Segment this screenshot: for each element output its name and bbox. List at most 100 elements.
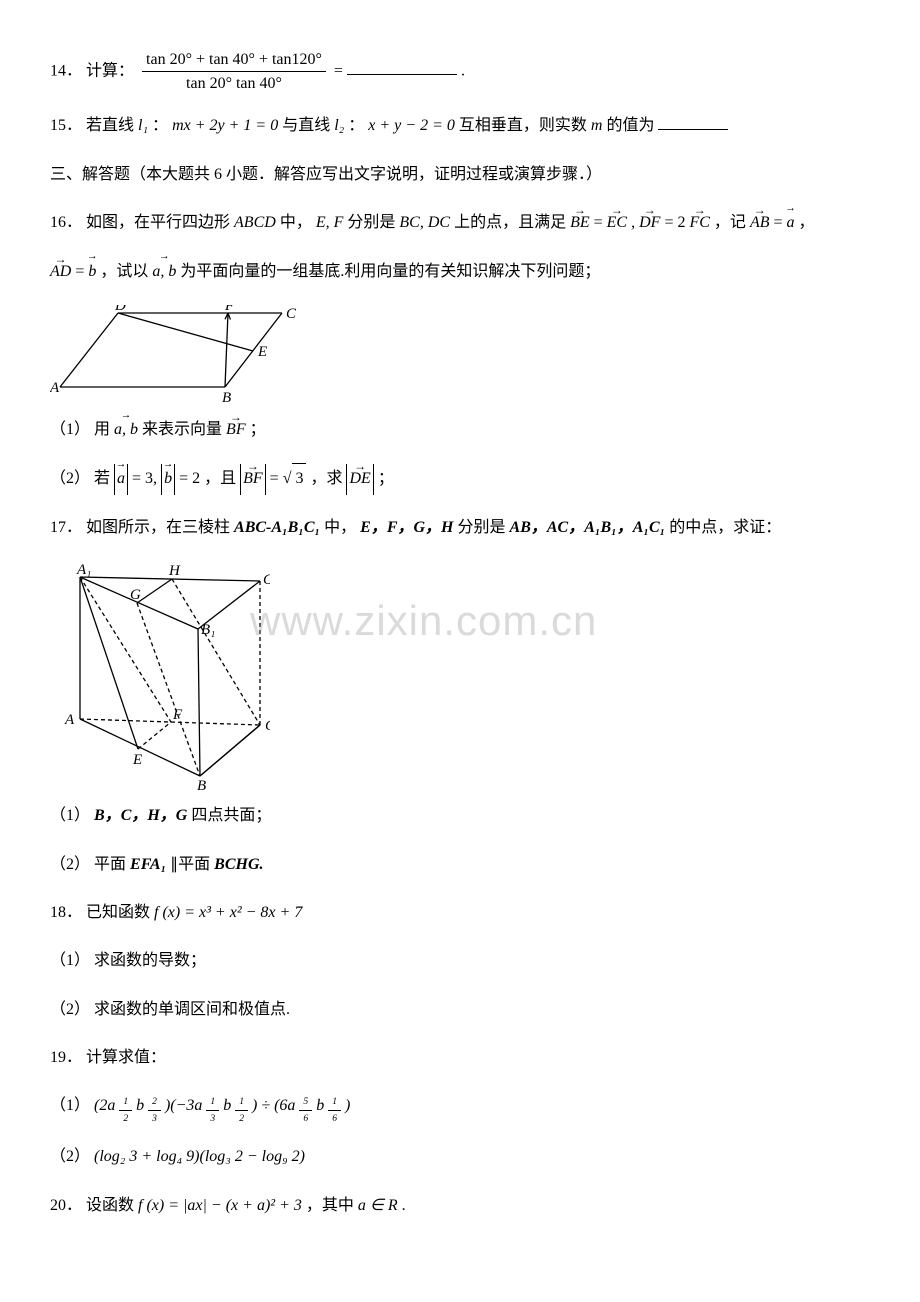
q17-figure: A₁B₁C₁ABCGHEF bbox=[50, 561, 870, 791]
q20-c: . bbox=[402, 1197, 406, 1214]
q16-p2-abs-de: DE bbox=[346, 464, 373, 494]
q17-ablist: AB，AC，A₁B₁，A₁C₁ bbox=[510, 519, 666, 536]
svg-text:F: F bbox=[172, 707, 183, 723]
q16-bcdc: BC, DC bbox=[399, 214, 450, 231]
q16-fc: FC bbox=[689, 208, 709, 238]
q16-ec: EC bbox=[607, 208, 627, 238]
sqrt-icon bbox=[283, 470, 292, 487]
q17-p2-a: 平面 bbox=[94, 856, 126, 873]
q16-p2-c: ，求 bbox=[310, 470, 342, 487]
q17-fig-container: A₁B₁C₁ABCGHEF www.zixin.com.cn bbox=[50, 561, 870, 791]
q16-c: 分别是 bbox=[347, 214, 395, 231]
q20-ain: a ∈ R bbox=[358, 1197, 398, 1214]
q17-part2: （2） 平面 EFA₁ ∥平面 BCHG. bbox=[50, 850, 870, 880]
q16-p1-a: 用 bbox=[94, 421, 110, 438]
q16-be: BE bbox=[570, 208, 590, 238]
q15-blank bbox=[658, 113, 728, 130]
q14-suffix: . bbox=[461, 62, 465, 79]
q15-l2: l₂ bbox=[334, 117, 344, 134]
question-14: 14． 计算： tan 20° + tan 40° + tan120° tan … bbox=[50, 50, 870, 93]
q17-part1: （1） B，C，H，G 四点共面； bbox=[50, 801, 870, 831]
q16-eq2: = 2 bbox=[664, 214, 685, 231]
question-20: 20． 设函数 f (x) = |ax| − (x + a)² + 3 ，其中 … bbox=[50, 1191, 870, 1221]
q16-num: 16． bbox=[50, 214, 82, 231]
q15-colon2: ： bbox=[348, 117, 364, 134]
q16-vec-b: b bbox=[88, 257, 96, 287]
q20-a: 设函数 bbox=[86, 1197, 134, 1214]
q17-p2-b: ∥平面 bbox=[170, 856, 210, 873]
q18-fx: f (x) = x³ + x² − 8x + 7 bbox=[154, 904, 302, 921]
q16-part1: （1） 用 a, b 来表示向量 BF ； bbox=[50, 415, 870, 445]
q18-part1: （1） 求函数的导数； bbox=[50, 946, 870, 976]
q16-a: 如图，在平行四边形 bbox=[86, 214, 230, 231]
svg-text:C₁: C₁ bbox=[263, 572, 270, 588]
q16-p1-bf: BF bbox=[226, 415, 246, 445]
q16-comma2: ， bbox=[799, 214, 815, 231]
q17-p1-num: （1） bbox=[50, 807, 90, 824]
q20-b: ，其中 bbox=[306, 1197, 354, 1214]
q20-num: 20． bbox=[50, 1197, 82, 1214]
q16-ab2: a, b bbox=[152, 257, 176, 287]
question-17: 17． 如图所示，在三棱柱 ABC-A₁B₁C₁ 中， E，F，G，H 分别是 … bbox=[50, 513, 870, 543]
svg-text:B₁: B₁ bbox=[201, 622, 215, 638]
q16-p2-num: （2） bbox=[50, 470, 90, 487]
svg-text:H: H bbox=[168, 563, 181, 579]
q16-part2: （2） 若 a = 3, b = 2 ，且 BF = 3 ，求 DE ； bbox=[50, 463, 870, 494]
svg-text:C: C bbox=[286, 306, 297, 322]
q19-p1: (2a12b23)(−3a13b12) ÷ (6a56b16) bbox=[94, 1097, 350, 1114]
q16-p2-b: ，且 bbox=[204, 470, 236, 487]
q14-prefix: 计算： bbox=[86, 62, 134, 79]
q14-frac-den: tan 20° tan 40° bbox=[142, 72, 326, 93]
q15-colon1: ： bbox=[152, 117, 168, 134]
q16-abcd: ABCD bbox=[234, 214, 276, 231]
q15-eq2: x + y − 2 = 0 bbox=[368, 117, 455, 134]
q16-p2-sqrt: 3 bbox=[292, 463, 306, 494]
svg-text:G: G bbox=[130, 587, 141, 603]
parallelogram-diagram: ABCDEF bbox=[50, 305, 300, 405]
q17-a: 如图所示，在三棱柱 bbox=[86, 519, 230, 536]
q15-d: 的值为 bbox=[606, 117, 654, 134]
q17-p1: B，C，H，G bbox=[94, 807, 187, 824]
svg-text:E: E bbox=[132, 752, 142, 768]
section-3-header: 三、解答题（本大题共 6 小题．解答应写出文字说明，证明过程或演算步骤．） bbox=[50, 160, 870, 190]
svg-text:F: F bbox=[224, 305, 235, 314]
q16-p2-eq1: = 3, bbox=[132, 470, 157, 487]
q17-abc: ABC-A₁B₁C₁ bbox=[234, 519, 320, 536]
q19-p1-num: （1） bbox=[50, 1097, 90, 1114]
svg-text:E: E bbox=[257, 344, 267, 360]
svg-text:C: C bbox=[265, 718, 270, 734]
q17-p2-bchg: BCHG. bbox=[214, 856, 263, 873]
q16-p2-a: 若 bbox=[94, 470, 110, 487]
q19-part2: （2） (log₂ 3 + log₄ 9)(log₃ 2 − log₉ 2) bbox=[50, 1142, 870, 1172]
q16-ab: AB bbox=[750, 208, 770, 238]
q19-num: 19． bbox=[50, 1049, 82, 1066]
q18-p1-num: （1） bbox=[50, 952, 90, 969]
q16-vec-a: a bbox=[787, 208, 795, 238]
svg-text:B: B bbox=[197, 778, 206, 791]
q16-p1-ab: a, b bbox=[114, 415, 138, 445]
q14-blank bbox=[347, 58, 457, 75]
q16-p1-num: （1） bbox=[50, 421, 90, 438]
q17-num: 17． bbox=[50, 519, 82, 536]
q16-eq4: = bbox=[75, 263, 84, 280]
q16-f: ，试以 bbox=[100, 263, 148, 280]
q18-p2: 求函数的单调区间和极值点. bbox=[94, 1001, 290, 1018]
q16-p1-b: 来表示向量 bbox=[142, 421, 222, 438]
q15-b: 与直线 bbox=[282, 117, 330, 134]
svg-text:A₁: A₁ bbox=[76, 562, 91, 578]
q16-p2-abs-b: b bbox=[161, 464, 175, 494]
q16-p2-eq3: = bbox=[270, 470, 279, 487]
q16-comma1: , bbox=[631, 214, 635, 231]
q18-p2-num: （2） bbox=[50, 1001, 90, 1018]
q18-part2: （2） 求函数的单调区间和极值点. bbox=[50, 995, 870, 1025]
q16-p2-eq2: = 2 bbox=[179, 470, 200, 487]
q14-eq: = bbox=[334, 62, 343, 79]
q15-num: 15． bbox=[50, 117, 82, 134]
q17-p1-b: 四点共面； bbox=[191, 807, 271, 824]
q19-p2: (log₂ 3 + log₄ 9)(log₃ 2 − log₉ 2) bbox=[94, 1148, 305, 1165]
q16-ef: E, F bbox=[316, 214, 344, 231]
q16-ad: AD bbox=[50, 257, 71, 287]
q17-p2-num: （2） bbox=[50, 856, 90, 873]
q16-b: 中， bbox=[280, 214, 312, 231]
q16-figure: ABCDEF bbox=[50, 305, 870, 405]
